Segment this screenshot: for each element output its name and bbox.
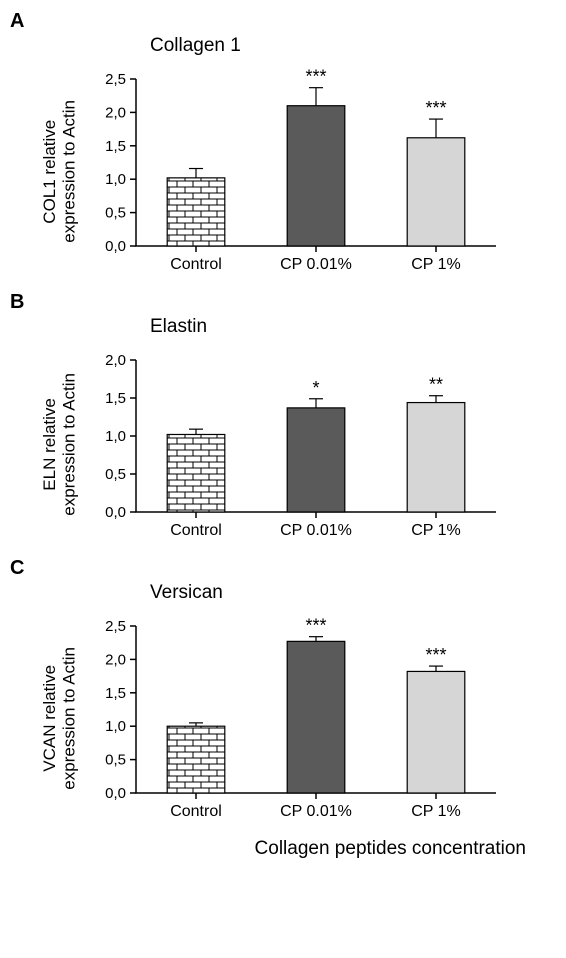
ylabel: VCAN relativeexpression to Actin <box>40 647 79 790</box>
bar <box>167 434 225 512</box>
sig-label: * <box>313 378 320 398</box>
ytick-label: 2,0 <box>105 651 126 668</box>
panel-label: C <box>10 557 546 580</box>
chart-wrap: COL1 relativeexpression to Actin 0,0 0,5 1,… <box>40 61 546 281</box>
ytick-label: 0,5 <box>105 466 126 483</box>
category-label: CP 1% <box>411 522 461 539</box>
ytick-label: 0,5 <box>105 752 126 769</box>
ytick-label: 2,0 <box>105 104 126 121</box>
bar <box>407 403 465 512</box>
sig-label: *** <box>306 616 327 636</box>
panel-a: ACollagen 1 COL1 relativeexpression to Ac… <box>10 10 546 281</box>
ytick-label: 0,0 <box>105 238 126 255</box>
category-label: CP 0.01% <box>280 803 352 820</box>
ylabel: COL1 relativeexpression to Actin <box>40 100 79 243</box>
chart-title: Elastin <box>150 316 546 338</box>
sig-label: *** <box>426 645 447 665</box>
chart-title: Versican <box>150 582 546 604</box>
ytick-label: 2,0 <box>105 352 126 369</box>
sig-label: *** <box>426 98 447 118</box>
panel-c: CVersican VCAN relativeexpression to Acti… <box>10 557 546 828</box>
chart-wrap: VCAN relativeexpression to Actin 0,0 0,5 1,… <box>40 608 546 828</box>
bar <box>407 138 465 246</box>
bar <box>287 106 345 246</box>
ylabel: ELN relativeexpression to Actin <box>40 373 79 516</box>
chart-title: Collagen 1 <box>150 35 546 57</box>
sig-label: *** <box>306 67 327 87</box>
ytick-label: 1,5 <box>105 138 126 155</box>
bar <box>407 671 465 793</box>
bar <box>167 178 225 246</box>
category-label: Control <box>170 522 222 539</box>
ytick-label: 1,5 <box>105 685 126 702</box>
ytick-label: 1,0 <box>105 171 126 188</box>
ytick-label: 2,5 <box>105 71 126 88</box>
chart-wrap: ELN relativeexpression to Actin 0,0 0,5 1,0… <box>40 342 546 547</box>
category-label: Control <box>170 803 222 820</box>
category-label: CP 0.01% <box>280 256 352 273</box>
panel-label: A <box>10 10 546 33</box>
category-label: CP 1% <box>411 256 461 273</box>
ytick-label: 0,0 <box>105 785 126 802</box>
ytick-label: 0,5 <box>105 205 126 222</box>
panel-b: BElastinELN relativeexpression to Actin0… <box>10 291 546 547</box>
overall-x-caption: Collagen peptides concentration <box>10 838 526 860</box>
ytick-label: 1,0 <box>105 428 126 445</box>
bar-chart: 0,0 0,5 1,0 1,5 2,0 2,5 Control *** CP 0.01% *** C… <box>81 61 511 281</box>
ytick-label: 1,5 <box>105 390 126 407</box>
category-label: Control <box>170 256 222 273</box>
bar <box>287 641 345 793</box>
bar-chart: 0,0 0,5 1,0 1,5 2,0 2,5 Control *** CP 0.01% *** C… <box>81 608 511 828</box>
bar <box>167 726 225 793</box>
bar-chart: 0,0 0,5 1,0 1,5 2,0 Control * CP 0.01% ** CP 1% <box>81 342 511 547</box>
ytick-label: 1,0 <box>105 718 126 735</box>
panel-label: B <box>10 291 546 314</box>
ytick-label: 0,0 <box>105 504 126 521</box>
category-label: CP 0.01% <box>280 522 352 539</box>
bar <box>287 408 345 512</box>
sig-label: ** <box>429 375 443 395</box>
category-label: CP 1% <box>411 803 461 820</box>
ytick-label: 2,5 <box>105 618 126 635</box>
